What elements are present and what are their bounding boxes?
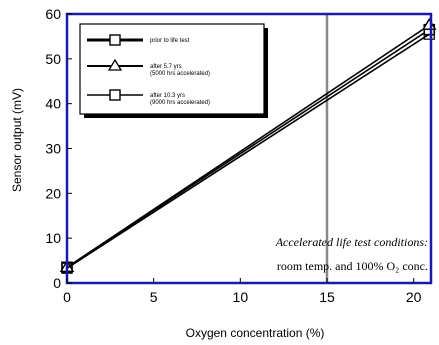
- legend-sublabel-2: (5000 hrs accelerated): [150, 71, 210, 77]
- y-tick-label-10: 10: [45, 230, 61, 246]
- series-line-3: [66, 33, 430, 269]
- data-point-s3-2: [423, 28, 435, 40]
- x-tick-label-20: 20: [406, 289, 422, 305]
- y-tick-label-20: 20: [45, 185, 61, 201]
- y-axis-label: Sensor output (mV): [10, 88, 24, 192]
- tick-group: 0 5 10 15 20 0 10 20 30 40 50 60: [45, 6, 421, 305]
- legend: prior to life test after 5.7 yrs(5000 hrs…: [79, 23, 268, 118]
- y-tick-label-40: 40: [45, 96, 61, 112]
- x-tick-label-15: 15: [319, 289, 335, 305]
- legend-sublabel-3: (9000 hrs accelerated): [150, 100, 210, 106]
- annotation-line-2: room temp. and 100% O₂ conc.: [277, 259, 428, 273]
- legend-marker-2: [107, 58, 123, 71]
- annotation-line-1: Accelerated life test conditions:: [275, 235, 428, 249]
- legend-marker-3: [109, 89, 121, 101]
- y-tick-label-60: 60: [45, 6, 61, 22]
- x-tick-label-5: 5: [150, 289, 158, 305]
- y-tick-label-0: 0: [53, 275, 61, 291]
- x-tick-label-10: 10: [233, 289, 249, 305]
- legend-marker-1: [109, 34, 121, 46]
- legend-label-2: after 5.7 yrs: [150, 64, 182, 70]
- y-tick-label-50: 50: [45, 51, 61, 67]
- y-tick-label-30: 30: [45, 141, 61, 157]
- legend-label-3: after 10.3 yrs: [150, 93, 185, 99]
- legend-label-1: prior to life test: [150, 38, 190, 44]
- x-tick-label-0: 0: [63, 289, 71, 305]
- x-axis-label: Oxygen concentration (%): [186, 326, 325, 340]
- series-line-2: [66, 24, 430, 268]
